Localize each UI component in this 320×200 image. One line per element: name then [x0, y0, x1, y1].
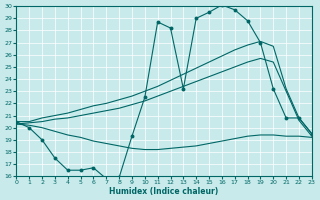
X-axis label: Humidex (Indice chaleur): Humidex (Indice chaleur) — [109, 187, 219, 196]
